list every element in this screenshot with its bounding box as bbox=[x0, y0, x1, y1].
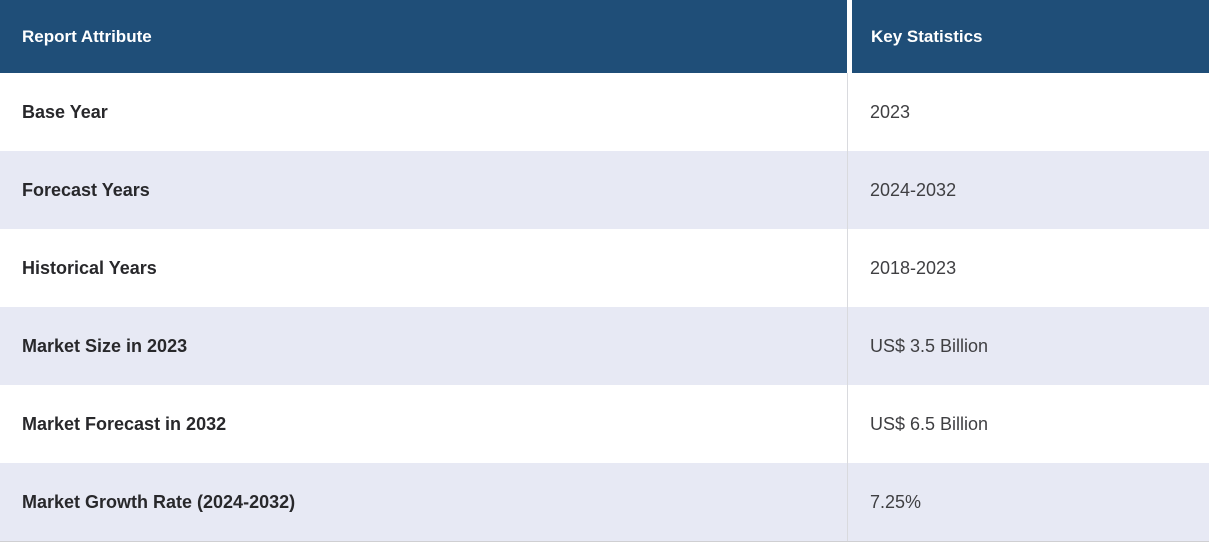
value-cell: 2018-2023 bbox=[847, 229, 1209, 307]
table-header-row: Report Attribute Key Statistics bbox=[0, 0, 1209, 73]
value-cell: 7.25% bbox=[847, 463, 1209, 541]
attribute-cell: Market Growth Rate (2024-2032) bbox=[22, 491, 296, 512]
table-row-market-forecast: Market Forecast in 2032 US$ 6.5 Billion bbox=[0, 385, 1209, 463]
attribute-cell: Market Forecast in 2032 bbox=[22, 413, 227, 434]
table-row-market-growth-rate: Market Growth Rate (2024-2032) 7.25% bbox=[0, 463, 1209, 541]
table-row-forecast-years: Forecast Years 2024-2032 bbox=[0, 151, 1209, 229]
attribute-cell: Forecast Years bbox=[22, 179, 150, 200]
table-row-historical-years: Historical Years 2018-2023 bbox=[0, 229, 1209, 307]
attribute-cell: Historical Years bbox=[22, 257, 157, 278]
value-cell: US$ 6.5 Billion bbox=[847, 385, 1209, 463]
attribute-cell: Base Year bbox=[22, 101, 108, 122]
header-cell-report-attribute: Report Attribute bbox=[22, 26, 152, 46]
table-row-market-size: Market Size in 2023 US$ 3.5 Billion bbox=[0, 307, 1209, 385]
value-cell: 2023 bbox=[847, 73, 1209, 151]
value-cell: US$ 3.5 Billion bbox=[847, 307, 1209, 385]
attribute-cell: Market Size in 2023 bbox=[22, 335, 188, 356]
table-row-base-year: Base Year 2023 bbox=[0, 73, 1209, 151]
value-cell: 2024-2032 bbox=[847, 151, 1209, 229]
header-cell-key-statistics: Key Statistics bbox=[847, 0, 1209, 73]
